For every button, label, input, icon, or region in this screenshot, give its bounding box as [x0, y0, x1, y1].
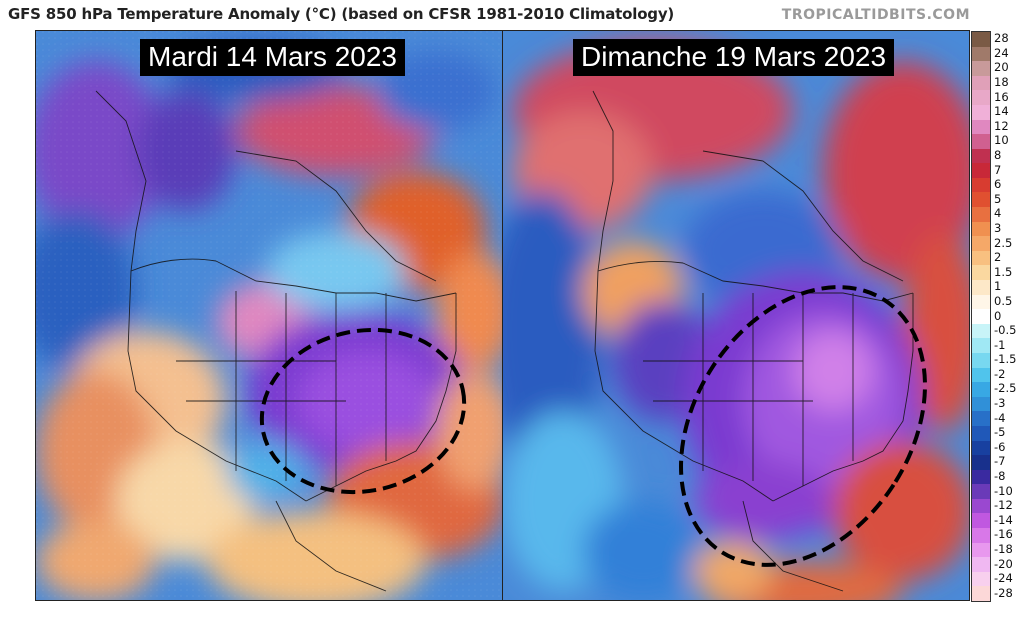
panel-date-left: Mardi 14 Mars 2023: [140, 39, 406, 76]
legend-label: -20: [994, 556, 1013, 571]
legend-swatch: [972, 586, 990, 602]
legend-label: 12: [994, 118, 1009, 133]
legend-label: -6: [994, 439, 1006, 454]
legend-swatch: [972, 163, 990, 179]
legend-swatch: [972, 134, 990, 150]
legend-label: -18: [994, 541, 1013, 556]
legend-label: 7: [994, 162, 1002, 177]
legend-label: -3: [994, 396, 1006, 411]
legend-label: -2: [994, 366, 1006, 381]
legend-label: 20: [994, 60, 1009, 75]
legend-swatch: [972, 571, 990, 587]
map-panel-left: Mardi 14 Mars 2023: [35, 30, 503, 601]
legend-label: 24: [994, 45, 1009, 60]
legend-swatch: [972, 338, 990, 354]
legend-label: -7: [994, 454, 1006, 469]
legend-label: -1.5: [994, 352, 1017, 367]
legend-swatch: [972, 542, 990, 558]
legend-label: 2.5: [994, 235, 1013, 250]
legend-swatch: [972, 177, 990, 193]
legend-swatch: [972, 323, 990, 339]
legend-swatch: [972, 425, 990, 441]
cold-anomaly-ellipse-right: [679, 285, 927, 567]
legend-swatch: [972, 192, 990, 208]
legend-swatch: [972, 221, 990, 237]
color-scale-legend: [971, 31, 991, 602]
legend-swatch: [972, 32, 990, 48]
legend-label: -28: [994, 585, 1013, 600]
legend-swatch: [972, 119, 990, 135]
legend-swatch: [972, 280, 990, 296]
legend-swatch: [972, 396, 990, 412]
legend-swatch: [972, 367, 990, 383]
legend-label: -14: [994, 512, 1013, 527]
legend-label: -2.5: [994, 381, 1017, 396]
legend-label: 3: [994, 220, 1002, 235]
legend-label: 14: [994, 104, 1009, 119]
legend-label: -24: [994, 571, 1013, 586]
legend-label: -16: [994, 527, 1013, 542]
legend-swatch: [972, 265, 990, 281]
legend-label: -10: [994, 483, 1013, 498]
legend-label: 4: [994, 206, 1002, 221]
legend-swatch: [972, 236, 990, 252]
legend-swatch: [972, 469, 990, 485]
legend-swatch: [972, 440, 990, 456]
legend-label: 16: [994, 89, 1009, 104]
legend-swatch: [972, 484, 990, 500]
legend-swatch: [972, 309, 990, 325]
cold-anomaly-ellipse-left: [259, 327, 467, 495]
legend-label: 1: [994, 279, 1002, 294]
legend-swatch: [972, 294, 990, 310]
legend-label: 10: [994, 133, 1009, 148]
legend-label: -8: [994, 468, 1006, 483]
legend-label: 8: [994, 148, 1002, 162]
legend-label: 18: [994, 75, 1009, 90]
legend-swatch: [972, 207, 990, 223]
legend-label: 2: [994, 250, 1002, 265]
chart-title: GFS 850 hPa Temperature Anomaly (°C) (ba…: [8, 5, 675, 23]
panel-date-right: Dimanche 19 Mars 2023: [573, 39, 895, 76]
legend-label: 5: [994, 191, 1002, 206]
site-brand: TROPICALTIDBITS.COM: [781, 7, 970, 23]
legend-label: -1: [994, 337, 1006, 352]
legend-swatch: [972, 104, 990, 121]
legend-swatch: [972, 352, 990, 369]
legend-swatch: [972, 455, 990, 471]
legend-swatch: [972, 382, 990, 398]
anomaly-map-left: [36, 31, 502, 600]
legend-swatch: [972, 498, 990, 514]
legend-swatch: [972, 46, 990, 62]
map-panel-right: Dimanche 19 Mars 2023: [502, 30, 970, 601]
legend-swatch: [972, 90, 990, 106]
anomaly-map-right: [503, 31, 969, 600]
legend-label: -4: [994, 410, 1006, 425]
legend-swatch: [972, 513, 990, 529]
legend-swatch: [972, 411, 990, 427]
legend-swatch: [972, 557, 990, 573]
legend-label: 1.5: [994, 264, 1013, 279]
legend-label: 28: [994, 31, 1009, 46]
legend-swatch: [972, 528, 990, 544]
legend-label: 0.5: [994, 293, 1013, 308]
legend-swatch: [972, 250, 990, 266]
legend-swatch: [972, 75, 990, 91]
legend-label: 6: [994, 177, 1002, 192]
legend-label: -5: [994, 425, 1006, 440]
color-scale-labels: 28 24 20 18 16 14 12 10 8 7 6 5 4 3 2.5 2 1.5 1 0.5 0 -0.5 -1…: [994, 31, 1024, 602]
legend-swatch: [972, 61, 990, 77]
legend-label: 0: [994, 308, 1002, 323]
legend-label: -12: [994, 498, 1013, 513]
legend-label: -0.5: [994, 323, 1017, 338]
legend-swatch: [972, 148, 990, 164]
